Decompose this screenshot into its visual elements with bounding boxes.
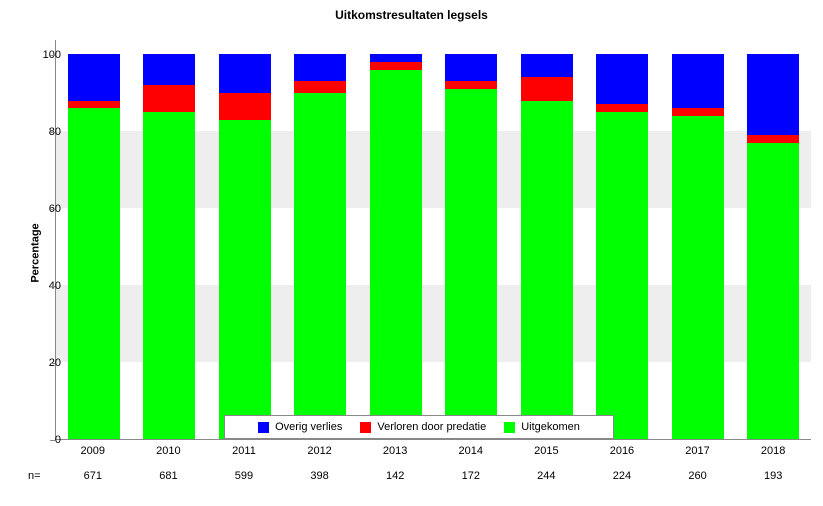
- legend-label-predatie: Verloren door predatie: [377, 421, 486, 433]
- bar-segment-overig: [68, 54, 120, 100]
- n-label: 599: [218, 470, 270, 482]
- bar-group: [672, 40, 724, 439]
- bars-row: [56, 40, 811, 439]
- bar-segment-overig: [747, 54, 799, 135]
- legend: Overig verlies Verloren door predatie Ui…: [224, 415, 614, 439]
- bar-segment-predatie: [672, 108, 724, 116]
- bar-group: [521, 40, 573, 439]
- n-prefix: n=: [28, 470, 41, 482]
- n-label: 224: [596, 470, 648, 482]
- bar-segment-overig: [219, 54, 271, 92]
- bar-group: [68, 40, 120, 439]
- x-label: 2014: [445, 445, 497, 457]
- n-label: 671: [67, 470, 119, 482]
- x-labels-row: 2009 2010 2011 2012 2013 2014 2015 2016 2017 2018: [55, 445, 811, 457]
- bar-segment-predatie: [219, 93, 271, 120]
- y-tick-label: 0: [31, 434, 61, 446]
- legend-swatch-overig: [258, 422, 269, 433]
- chart-title: Uitkomstresultaten legsels: [0, 8, 823, 22]
- chart-container: Uitkomstresultaten legsels Percentage Ov…: [0, 0, 823, 506]
- y-tick-label: 40: [31, 280, 61, 292]
- n-row: 671 681 599 398 142 172 244 224 260 193: [55, 470, 811, 482]
- n-label: 260: [672, 470, 724, 482]
- bar-segment-uitgekomen: [370, 70, 422, 439]
- bar-segment-overig: [672, 54, 724, 108]
- bar-segment-overig: [596, 54, 648, 104]
- x-label: 2013: [369, 445, 421, 457]
- bar-segment-uitgekomen: [672, 116, 724, 439]
- bar-group: [143, 40, 195, 439]
- x-label: 2012: [294, 445, 346, 457]
- legend-item-overig: Overig verlies: [258, 421, 342, 433]
- n-label: 142: [369, 470, 421, 482]
- legend-item-uitgekomen: Uitgekomen: [504, 421, 580, 433]
- legend-label-uitgekomen: Uitgekomen: [521, 421, 580, 433]
- bar-segment-overig: [294, 54, 346, 81]
- y-tick-mark: [50, 440, 55, 441]
- legend-swatch-predatie: [360, 422, 371, 433]
- bar-segment-predatie: [445, 81, 497, 89]
- x-label: 2016: [596, 445, 648, 457]
- x-label: 2017: [672, 445, 724, 457]
- y-tick-mark: [50, 209, 55, 210]
- n-label: 398: [294, 470, 346, 482]
- x-label: 2010: [142, 445, 194, 457]
- x-label: 2009: [67, 445, 119, 457]
- bar-segment-predatie: [143, 85, 195, 112]
- bar-segment-predatie: [747, 135, 799, 143]
- bar-segment-overig: [370, 54, 422, 62]
- bar-segment-uitgekomen: [445, 89, 497, 439]
- y-tick-label: 100: [31, 49, 61, 61]
- bar-segment-predatie: [68, 101, 120, 109]
- n-label: 244: [520, 470, 572, 482]
- bar-segment-uitgekomen: [219, 120, 271, 439]
- y-tick-label: 80: [31, 126, 61, 138]
- bar-segment-uitgekomen: [68, 108, 120, 439]
- bar-group: [294, 40, 346, 439]
- y-tick-label: 60: [31, 203, 61, 215]
- bar-segment-predatie: [596, 104, 648, 112]
- bar-group: [370, 40, 422, 439]
- bar-segment-predatie: [521, 77, 573, 100]
- n-label: 681: [142, 470, 194, 482]
- bar-segment-uitgekomen: [596, 112, 648, 439]
- y-axis-label: Percentage: [30, 223, 42, 282]
- legend-label-overig: Overig verlies: [275, 421, 342, 433]
- plot-area: [55, 40, 811, 440]
- bar-segment-predatie: [370, 62, 422, 70]
- bar-group: [747, 40, 799, 439]
- bar-segment-uitgekomen: [521, 101, 573, 439]
- bar-segment-uitgekomen: [747, 143, 799, 439]
- y-tick-mark: [50, 132, 55, 133]
- x-label: 2018: [747, 445, 799, 457]
- bar-group: [445, 40, 497, 439]
- x-label: 2011: [218, 445, 270, 457]
- bar-segment-uitgekomen: [294, 93, 346, 439]
- x-label: 2015: [520, 445, 572, 457]
- y-tick-label: 20: [31, 357, 61, 369]
- legend-swatch-uitgekomen: [504, 422, 515, 433]
- bar-group: [219, 40, 271, 439]
- y-tick-mark: [50, 55, 55, 56]
- y-tick-mark: [50, 363, 55, 364]
- bar-segment-uitgekomen: [143, 112, 195, 439]
- bar-group: [596, 40, 648, 439]
- bar-segment-predatie: [294, 81, 346, 93]
- bar-segment-overig: [521, 54, 573, 77]
- y-tick-mark: [50, 286, 55, 287]
- legend-item-predatie: Verloren door predatie: [360, 421, 486, 433]
- bar-segment-overig: [143, 54, 195, 85]
- bar-segment-overig: [445, 54, 497, 81]
- n-label: 172: [445, 470, 497, 482]
- n-label: 193: [747, 470, 799, 482]
